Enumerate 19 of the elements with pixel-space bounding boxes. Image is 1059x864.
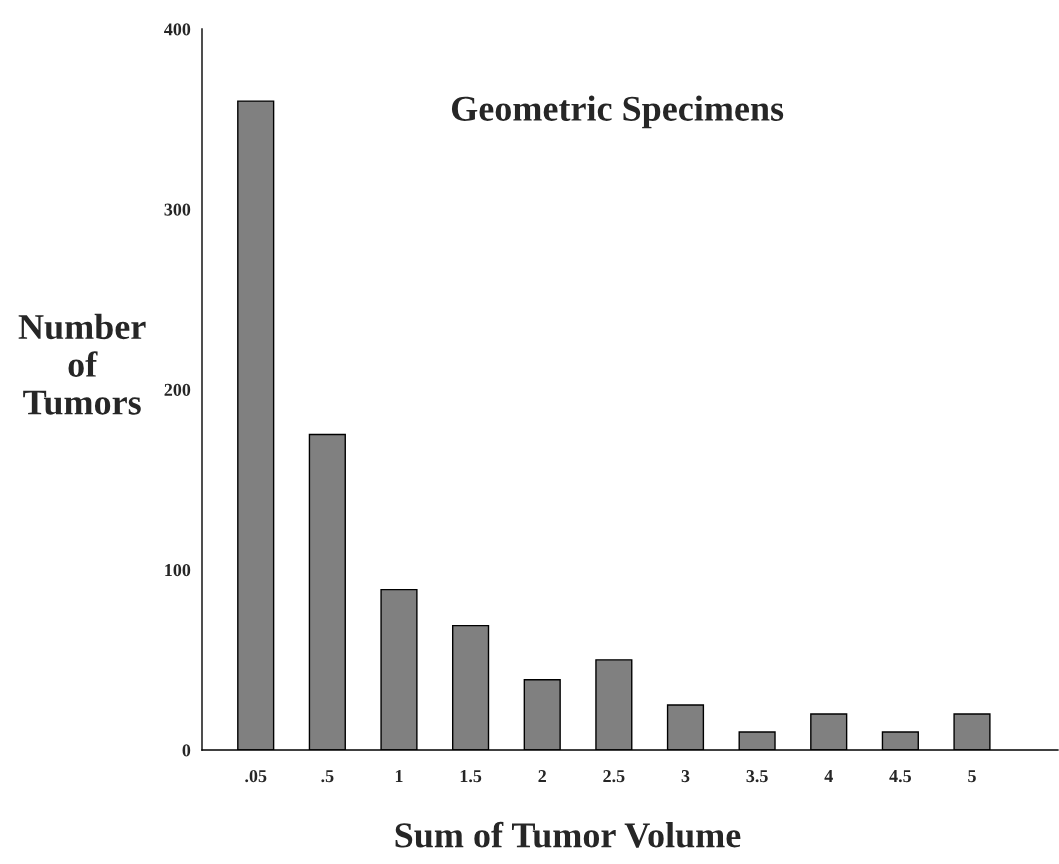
x-tick-label: .05 <box>245 769 267 783</box>
x-tick-label: 4 <box>824 770 833 782</box>
x-tick-label: .5 <box>321 770 334 783</box>
x-tick-label: 3 <box>681 770 690 783</box>
x-tick-label: 4.5 <box>889 770 911 783</box>
x-axis-title: Sum of Tumor Volume <box>395 821 741 848</box>
x-tick-label: 1 <box>395 770 403 782</box>
x-tick-label: 2 <box>538 770 546 782</box>
y-tick-label: 0 <box>182 744 191 757</box>
y-tick-label: 400 <box>164 23 191 36</box>
y-axis-title: Number of Tumors <box>18 313 146 415</box>
x-tick-label: 1.5 <box>460 770 482 783</box>
y-tick-label: 300 <box>164 203 191 216</box>
x-tick-label: 3.5 <box>746 770 768 783</box>
x-tick-label: 5 <box>968 770 976 783</box>
y-tick-label: 200 <box>164 383 191 396</box>
y-tick-label: 100 <box>165 564 191 577</box>
text: Geometric Specimens <box>451 95 784 129</box>
x-tick-label: 2.5 <box>603 770 625 783</box>
